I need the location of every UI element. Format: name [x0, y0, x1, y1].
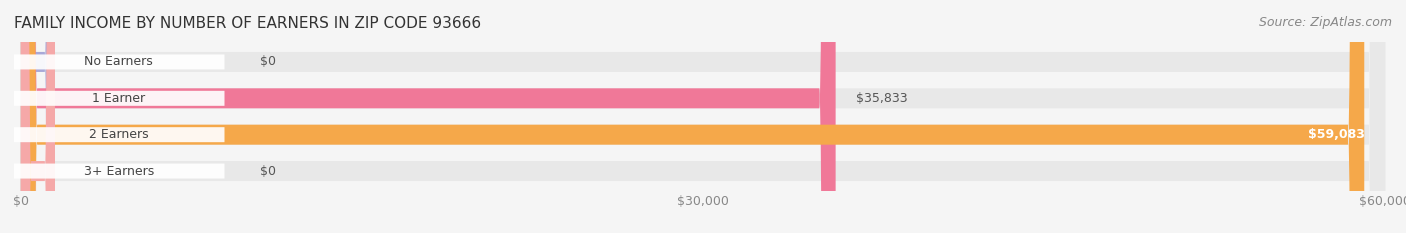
Text: 2 Earners: 2 Earners	[89, 128, 149, 141]
Text: Source: ZipAtlas.com: Source: ZipAtlas.com	[1258, 16, 1392, 29]
FancyBboxPatch shape	[21, 0, 835, 233]
FancyBboxPatch shape	[21, 0, 1385, 233]
Text: FAMILY INCOME BY NUMBER OF EARNERS IN ZIP CODE 93666: FAMILY INCOME BY NUMBER OF EARNERS IN ZI…	[14, 16, 481, 31]
FancyBboxPatch shape	[21, 0, 1364, 233]
Text: $0: $0	[260, 164, 276, 178]
Text: $59,083: $59,083	[1308, 128, 1365, 141]
FancyBboxPatch shape	[13, 164, 225, 178]
FancyBboxPatch shape	[13, 55, 225, 69]
Text: 3+ Earners: 3+ Earners	[83, 164, 153, 178]
FancyBboxPatch shape	[13, 127, 225, 142]
FancyBboxPatch shape	[13, 91, 225, 106]
FancyBboxPatch shape	[21, 0, 1385, 233]
FancyBboxPatch shape	[21, 0, 55, 233]
FancyBboxPatch shape	[21, 0, 1385, 233]
Text: No Earners: No Earners	[84, 55, 153, 69]
FancyBboxPatch shape	[21, 0, 1385, 233]
Text: $0: $0	[260, 55, 276, 69]
Text: 1 Earner: 1 Earner	[93, 92, 145, 105]
FancyBboxPatch shape	[21, 0, 55, 233]
Text: $35,833: $35,833	[856, 92, 908, 105]
